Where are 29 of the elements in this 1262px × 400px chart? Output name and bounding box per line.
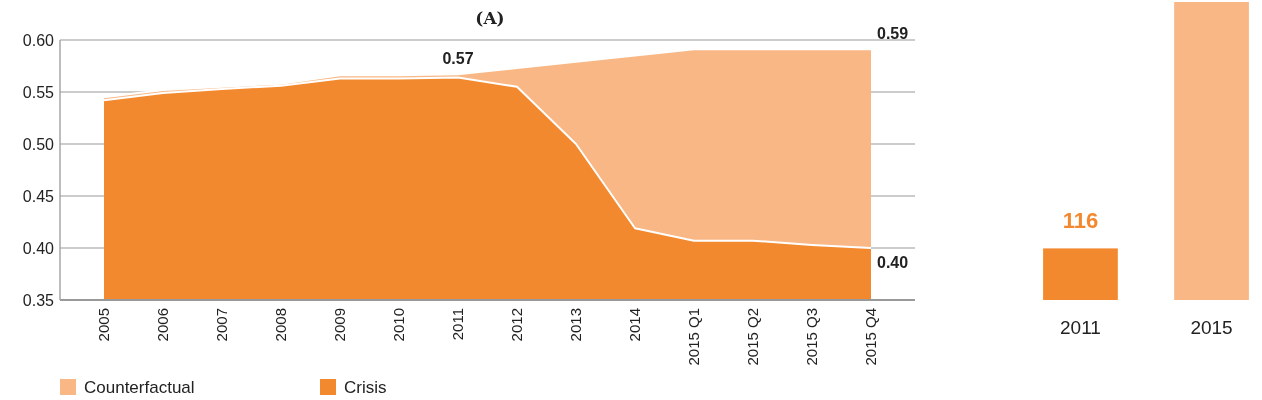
x-tick-label: 2009 [331,308,348,342]
y-tick-label: 0.45 [22,187,55,205]
y-tick-label: 0.55 [22,83,55,101]
data-label: 116 [1062,208,1099,234]
x-tick-label: 2013 [567,308,584,342]
x-tick-label: 2011 [449,308,466,341]
legend-label: Crisis [344,377,387,397]
chart-title: (A) [475,8,505,28]
x-tick-label: 2015 [1190,317,1233,338]
y-tick-label: 0.60 [22,31,55,49]
x-tick-label: 2012 [508,308,525,342]
y-tick-label: 0.35 [22,291,55,309]
x-tick-label: 2007 [213,308,230,342]
x-tick-label: 2010 [390,308,407,342]
x-tick-label: 2011 [1060,317,1101,338]
x-tick-label: 2015 Q3 [803,308,820,366]
x-tick-label: 2005 [95,308,112,342]
y-tick-label: 0.50 [22,135,55,153]
y-tick-label: 0.40 [22,239,55,257]
x-tick-label: 2014 [626,308,643,342]
x-tick-label: 2008 [272,308,289,342]
annotation: 0.40 [877,254,909,271]
x-tick-label: 2015 Q2 [744,308,761,366]
annotation: 0.59 [877,25,909,43]
x-tick-label: 2006 [154,308,171,342]
x-tick-label: 2015 Q1 [685,308,702,366]
x-tick-label: 2015 Q4 [862,308,879,366]
annotation: 0.57 [442,50,474,68]
legend-label: Counterfactual [84,377,195,397]
